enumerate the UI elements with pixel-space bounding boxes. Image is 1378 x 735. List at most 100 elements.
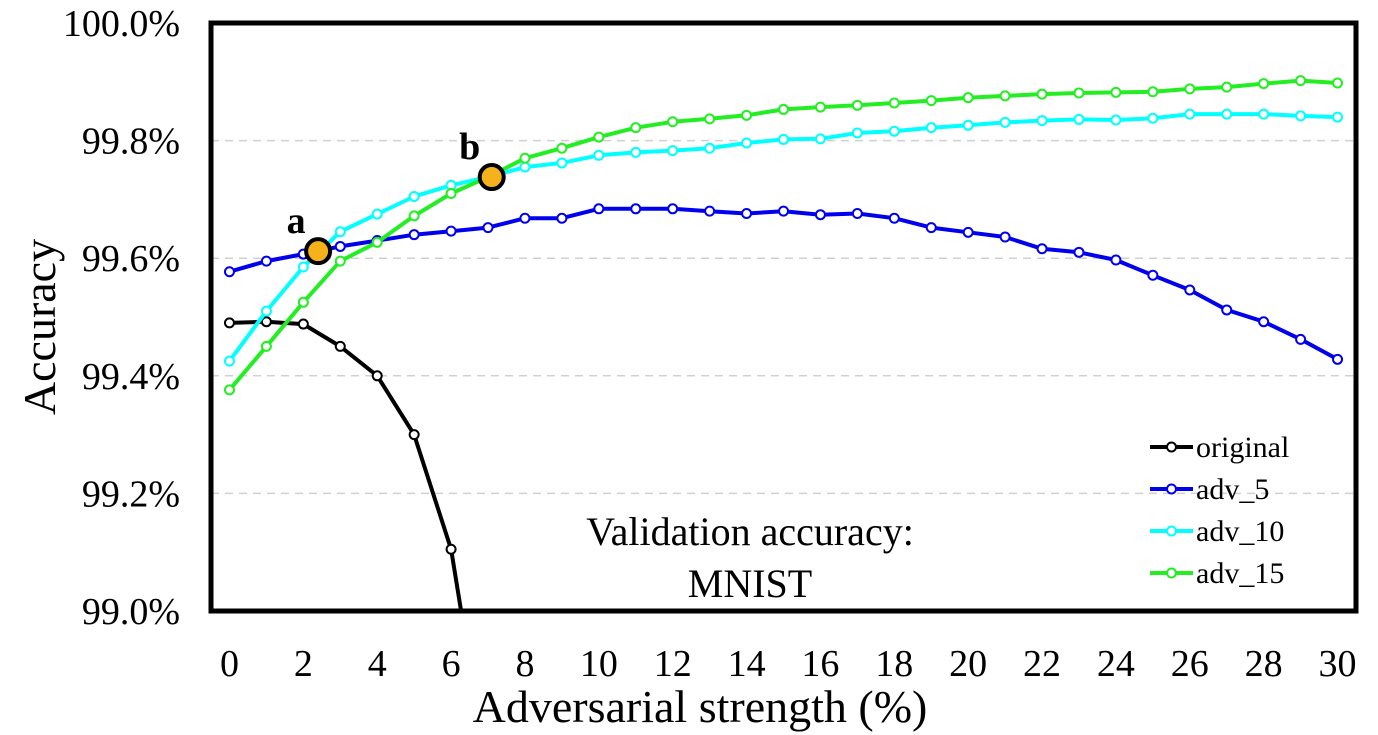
data-point-adv_10 <box>519 161 531 173</box>
data-point-adv_5 <box>814 209 826 221</box>
data-point-adv_15 <box>371 236 383 248</box>
legend-marker <box>1166 441 1177 453</box>
data-point-adv_10 <box>223 355 235 367</box>
data-point-adv_10 <box>334 226 346 238</box>
series-adv_15 <box>223 75 1344 396</box>
series-line-adv_15 <box>227 78 1338 392</box>
data-point-adv_10 <box>1332 111 1344 123</box>
data-point-adv_15 <box>408 210 420 222</box>
legend-item-adv_10: adv_10 <box>1150 515 1284 548</box>
y-tick-label: 99.2% <box>82 473 180 515</box>
x-tick-label: 28 <box>1245 643 1283 685</box>
x-tick-label: 26 <box>1171 643 1209 685</box>
data-point-adv_15 <box>445 188 457 200</box>
data-point-adv_15 <box>925 95 937 107</box>
series-adv_5 <box>223 203 1344 365</box>
series-original <box>223 316 464 611</box>
data-point-adv_15 <box>556 142 568 154</box>
data-point-adv_15 <box>999 90 1011 102</box>
data-point-adv_15 <box>593 131 605 143</box>
data-point-original <box>260 316 272 328</box>
data-point-original <box>223 317 235 329</box>
series-line-original <box>229 319 464 611</box>
data-point-adv_15 <box>1147 86 1159 98</box>
legend-label: adv_5 <box>1196 473 1269 506</box>
data-point-adv_5 <box>1147 269 1159 281</box>
data-point-adv_15 <box>1332 77 1344 89</box>
data-point-adv_15 <box>1184 83 1196 95</box>
data-point-adv_15 <box>667 116 679 128</box>
x-tick-label: 2 <box>294 643 313 685</box>
legend-label: original <box>1196 431 1289 464</box>
data-point-adv_10 <box>593 149 605 161</box>
data-point-adv_10 <box>778 133 789 145</box>
data-point-adv_10 <box>1258 108 1270 120</box>
data-point-adv_10 <box>260 305 272 317</box>
x-tick-label: 24 <box>1097 643 1135 685</box>
annotation-line-2: MNIST <box>688 561 812 606</box>
series-adv_10 <box>223 108 1344 367</box>
data-point-adv_10 <box>925 122 937 134</box>
highlight-points: ab <box>287 126 506 266</box>
data-point-adv_5 <box>593 203 605 215</box>
data-point-adv_10 <box>556 157 568 169</box>
data-point-original <box>445 543 457 555</box>
data-point-adv_10 <box>408 190 420 202</box>
data-point-adv_15 <box>1110 86 1122 98</box>
highlight-point-b <box>477 163 506 192</box>
data-point-adv_15 <box>1295 75 1307 87</box>
data-point-adv_5 <box>888 212 900 224</box>
data-point-adv_10 <box>962 119 974 131</box>
data-point-adv_10 <box>1295 110 1307 122</box>
x-tick-label: 6 <box>442 643 461 685</box>
y-tick-label: 100.0% <box>63 3 180 45</box>
data-point-adv_5 <box>1073 246 1085 258</box>
data-point-adv_5 <box>408 229 420 241</box>
data-point-adv_15 <box>1036 88 1048 100</box>
data-point-adv_5 <box>630 203 642 215</box>
highlight-label-b: b <box>459 126 480 168</box>
data-point-adv_5 <box>223 266 235 278</box>
data-point-adv_5 <box>704 205 716 217</box>
data-point-adv_5 <box>778 205 789 217</box>
x-tick-label: 8 <box>515 643 534 685</box>
legend-item-adv_15: adv_15 <box>1150 557 1284 590</box>
data-point-adv_10 <box>888 125 900 137</box>
data-point-adv_5 <box>260 255 272 267</box>
data-point-adv_15 <box>814 101 826 113</box>
data-point-adv_15 <box>1221 81 1233 93</box>
data-point-adv_5 <box>1258 316 1270 328</box>
legend-item-original: original <box>1150 431 1289 464</box>
data-point-adv_10 <box>1184 108 1196 120</box>
x-axis-title: Adversarial strength (%) <box>473 681 928 732</box>
data-point-adv_10 <box>1036 115 1048 127</box>
data-point-adv_5 <box>741 208 753 220</box>
data-point-adv_5 <box>556 212 568 224</box>
plot-frame <box>208 20 1359 614</box>
data-point-adv_10 <box>999 116 1011 128</box>
data-point-adv_5 <box>1295 333 1307 345</box>
data-point-adv_5 <box>667 203 679 215</box>
legend-label: adv_15 <box>1196 557 1284 590</box>
data-point-adv_10 <box>851 127 863 139</box>
data-point-adv_15 <box>888 97 900 109</box>
legend-label: adv_10 <box>1196 515 1284 548</box>
data-point-adv_15 <box>1258 78 1270 90</box>
data-point-adv_15 <box>260 340 272 352</box>
x-tick-label: 12 <box>654 643 692 685</box>
legend-item-adv_5: adv_5 <box>1150 473 1269 506</box>
data-point-adv_5 <box>1332 353 1344 365</box>
y-axis-title: Accuracy <box>14 239 65 415</box>
data-point-adv_5 <box>999 231 1011 243</box>
data-point-adv_10 <box>741 137 753 149</box>
x-tick-label: 4 <box>368 643 387 685</box>
data-point-original <box>297 318 309 330</box>
data-point-adv_15 <box>223 384 235 396</box>
data-point-adv_10 <box>814 133 826 145</box>
y-tick-label: 99.6% <box>82 238 180 280</box>
data-point-adv_10 <box>1073 113 1085 125</box>
data-point-adv_10 <box>371 208 383 220</box>
y-tick-label: 99.8% <box>82 121 180 163</box>
annotation-line-1: Validation accuracy: <box>586 509 914 554</box>
data-point-adv_5 <box>334 240 346 252</box>
